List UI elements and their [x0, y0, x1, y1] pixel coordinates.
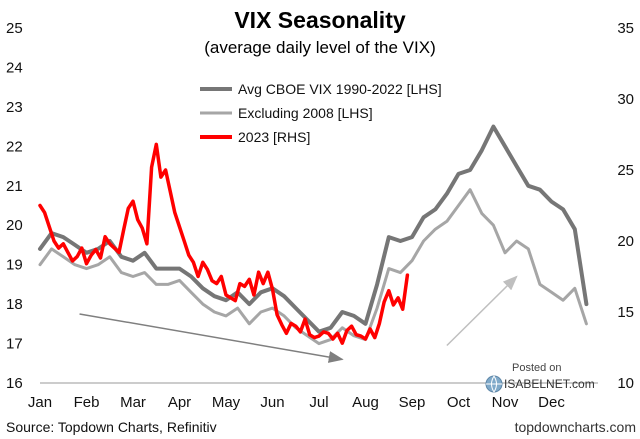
left-tick-label: 25: [6, 20, 23, 37]
chart-title: VIX Seasonality: [234, 7, 406, 33]
isabelnet-watermark: Posted on ISABELNET.com: [485, 362, 595, 393]
left-tick-label: 17: [6, 336, 23, 353]
right-tick-label: 15: [617, 304, 634, 321]
right-tick-label: 35: [617, 20, 634, 37]
x-axis-ticks: Jan Feb Mar Apr May Jun Jul Aug Sep Oct Nov Dec: [28, 394, 565, 411]
left-tick-label: 19: [6, 257, 23, 274]
x-tick-label: May: [212, 394, 241, 411]
right-tick-label: 10: [617, 375, 634, 392]
legend-label-avg: Avg CBOE VIX 1990-2022 [LHS]: [238, 81, 442, 97]
x-tick-label: Jun: [260, 394, 284, 411]
downtrend-arrow: [79, 313, 344, 363]
left-tick-label: 23: [6, 99, 23, 116]
left-tick-label: 24: [6, 59, 23, 76]
left-tick-label: 22: [6, 138, 23, 155]
series-2023-line: [38, 142, 410, 345]
source-note: Source: Topdown Charts, Refinitiv: [6, 419, 217, 435]
left-tick-label: 21: [6, 178, 23, 195]
series-avg-vix-line: [38, 124, 589, 334]
x-tick-label: Mar: [120, 394, 146, 411]
left-tick-label: 18: [6, 296, 23, 313]
legend: Avg CBOE VIX 1990-2022 [LHS] Excluding 2…: [200, 81, 442, 145]
footer-url: topdowncharts.com: [515, 419, 636, 435]
x-tick-label: Sep: [399, 394, 426, 411]
x-tick-label: Dec: [538, 394, 565, 411]
globe-meridian-icon: [486, 375, 502, 393]
watermark-posted-text: Posted on: [512, 362, 562, 374]
right-tick-label: 20: [617, 233, 634, 250]
left-tick-label: 20: [6, 217, 23, 234]
legend-label-2023: 2023 [RHS]: [238, 129, 310, 145]
right-tick-label: 25: [617, 162, 634, 179]
uptrend-arrow: [446, 275, 518, 347]
series-layer: [38, 124, 589, 346]
right-axis-ticks: 10 15 20 25 30 35: [617, 20, 634, 392]
x-tick-label: Oct: [447, 394, 471, 411]
left-axis-ticks: 16 17 18 19 20 21 22 23 24 25: [6, 20, 23, 392]
x-tick-label: Nov: [492, 394, 519, 411]
left-tick-label: 16: [6, 375, 23, 392]
x-tick-label: Aug: [352, 394, 379, 411]
x-tick-label: Jul: [309, 394, 328, 411]
chart-subtitle: (average daily level of the VIX): [204, 38, 436, 57]
x-tick-label: Feb: [74, 394, 100, 411]
watermark-brand-text: ISABELNET.com: [504, 377, 595, 391]
right-tick-label: 30: [617, 91, 634, 108]
x-tick-label: Apr: [168, 394, 191, 411]
trend-arrows: [79, 275, 518, 363]
legend-label-excl2008: Excluding 2008 [LHS]: [238, 105, 373, 121]
series-excl-2008-line: [38, 188, 588, 346]
x-tick-label: Jan: [28, 394, 52, 411]
